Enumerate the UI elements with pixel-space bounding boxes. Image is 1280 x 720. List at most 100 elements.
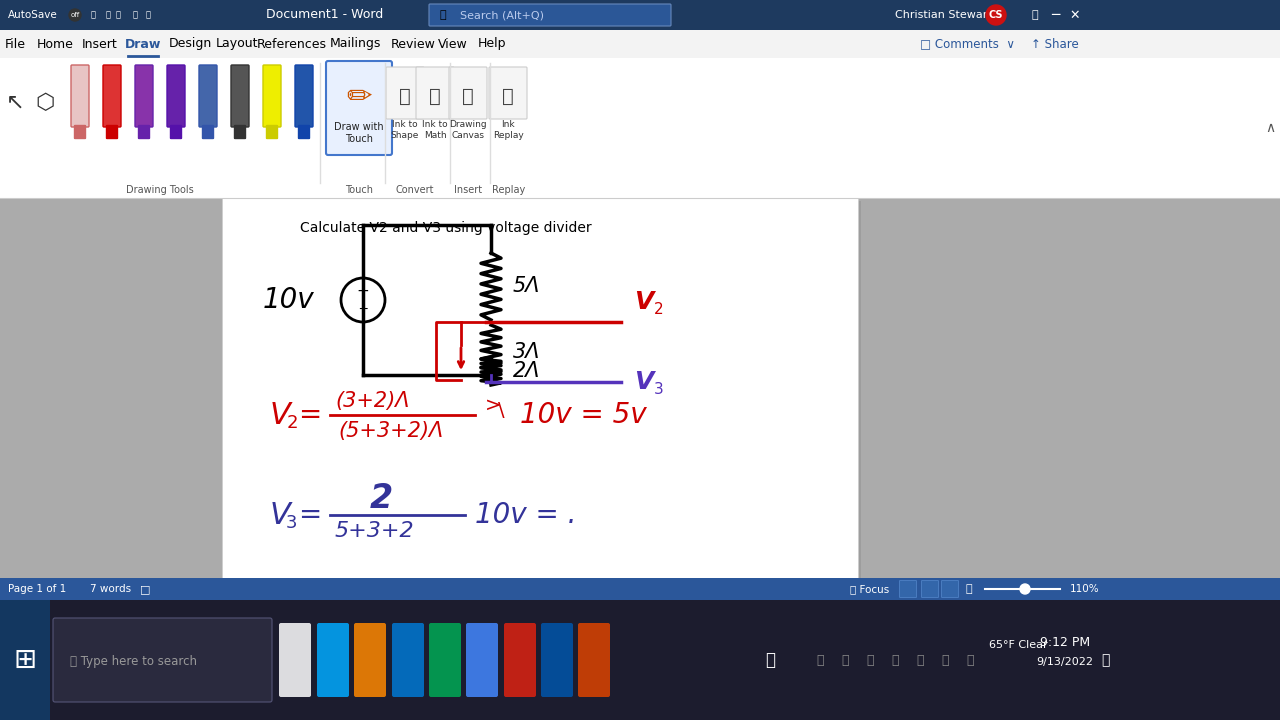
Text: ─: ─: [1051, 8, 1059, 22]
Text: Home: Home: [37, 37, 73, 50]
FancyBboxPatch shape: [541, 623, 573, 697]
Text: 65°F Clear: 65°F Clear: [988, 640, 1047, 650]
Text: Drawing
Canvas: Drawing Canvas: [449, 120, 486, 140]
Text: ✏: ✏: [347, 84, 371, 112]
Text: ⬜: ⬜: [916, 654, 924, 667]
Text: ⬜: ⬜: [462, 86, 474, 106]
FancyBboxPatch shape: [942, 580, 959, 598]
FancyBboxPatch shape: [221, 198, 858, 578]
FancyBboxPatch shape: [326, 61, 392, 155]
Text: ⬜: ⬜: [502, 86, 513, 106]
Text: 🌐: 🌐: [765, 651, 774, 669]
FancyBboxPatch shape: [170, 125, 182, 138]
Text: >: >: [485, 395, 502, 415]
Text: Page 1 of 1: Page 1 of 1: [8, 584, 67, 594]
Text: Design: Design: [169, 37, 211, 50]
Text: ⬜: ⬜: [966, 654, 974, 667]
Text: ⬜: ⬜: [841, 654, 849, 667]
FancyBboxPatch shape: [74, 125, 86, 138]
Text: Convert: Convert: [396, 185, 434, 195]
Text: ⬜: ⬜: [115, 11, 120, 19]
FancyBboxPatch shape: [262, 65, 282, 127]
Text: ↖: ↖: [5, 93, 24, 113]
FancyBboxPatch shape: [102, 65, 122, 127]
FancyBboxPatch shape: [0, 600, 1280, 720]
Text: Layout: Layout: [216, 37, 259, 50]
FancyBboxPatch shape: [0, 600, 50, 720]
Text: Christian Stewart: Christian Stewart: [895, 10, 992, 20]
Text: □ Comments  ∨: □ Comments ∨: [920, 37, 1015, 50]
Circle shape: [69, 9, 81, 21]
Text: 2Λ: 2Λ: [513, 361, 540, 381]
FancyBboxPatch shape: [294, 65, 314, 127]
FancyBboxPatch shape: [298, 125, 310, 138]
Text: ⬜: ⬜: [91, 11, 96, 19]
Text: \: \: [498, 400, 504, 420]
Text: =: =: [298, 501, 321, 529]
Text: +: +: [357, 284, 370, 300]
Text: File: File: [5, 37, 26, 50]
FancyBboxPatch shape: [449, 67, 486, 119]
Text: =: =: [298, 401, 321, 429]
Circle shape: [1020, 584, 1030, 594]
FancyBboxPatch shape: [0, 0, 1280, 30]
FancyBboxPatch shape: [230, 65, 250, 127]
Text: ⬜: ⬜: [891, 654, 899, 667]
Text: ⬜: ⬜: [105, 11, 110, 19]
FancyBboxPatch shape: [317, 623, 349, 697]
Text: Ink to
Math: Ink to Math: [422, 120, 448, 140]
Text: 🔍 Type here to search: 🔍 Type here to search: [70, 655, 197, 668]
FancyBboxPatch shape: [387, 67, 424, 119]
Text: ⬜: ⬜: [867, 654, 874, 667]
Text: 🔍 Focus: 🔍 Focus: [850, 584, 890, 594]
FancyBboxPatch shape: [429, 4, 671, 26]
Text: Insert: Insert: [454, 185, 483, 195]
Text: Ink
Replay: Ink Replay: [493, 120, 524, 140]
FancyBboxPatch shape: [225, 201, 861, 581]
FancyBboxPatch shape: [0, 58, 1280, 198]
Text: 3Λ: 3Λ: [513, 343, 540, 362]
Text: ⬜: ⬜: [399, 86, 411, 106]
FancyBboxPatch shape: [416, 67, 454, 119]
FancyBboxPatch shape: [0, 198, 1280, 578]
Text: Insert: Insert: [82, 37, 118, 50]
Text: ─: ─: [360, 302, 367, 315]
FancyBboxPatch shape: [70, 65, 90, 127]
Text: ⬜: ⬜: [941, 654, 948, 667]
Text: View: View: [438, 37, 468, 50]
FancyBboxPatch shape: [198, 65, 218, 127]
Circle shape: [986, 5, 1006, 25]
Text: 10v = 5v: 10v = 5v: [520, 401, 646, 429]
Text: Ink to
Shape: Ink to Shape: [390, 120, 419, 140]
FancyBboxPatch shape: [52, 618, 273, 702]
Text: 5Λ: 5Λ: [513, 276, 540, 297]
Text: AutoSave: AutoSave: [8, 10, 58, 20]
Text: ⬜: ⬜: [133, 11, 137, 19]
Text: Help: Help: [477, 37, 507, 50]
FancyBboxPatch shape: [579, 623, 611, 697]
FancyBboxPatch shape: [489, 67, 527, 119]
FancyBboxPatch shape: [134, 65, 154, 127]
FancyBboxPatch shape: [166, 65, 186, 127]
Text: 9/13/2022: 9/13/2022: [1037, 657, 1093, 667]
FancyBboxPatch shape: [202, 125, 214, 138]
Text: (3+2)Λ: (3+2)Λ: [335, 391, 410, 411]
Text: ⬡: ⬡: [36, 93, 55, 113]
Text: off: off: [70, 12, 79, 18]
Text: 2: 2: [654, 302, 663, 318]
FancyBboxPatch shape: [279, 623, 311, 697]
Text: ⬜: ⬜: [429, 86, 440, 106]
Text: 10v = .: 10v = .: [475, 501, 576, 529]
Text: □: □: [140, 584, 151, 594]
Text: Mailings: Mailings: [329, 37, 380, 50]
Text: Draw: Draw: [125, 37, 161, 50]
Text: V: V: [270, 500, 291, 529]
FancyBboxPatch shape: [504, 623, 536, 697]
FancyBboxPatch shape: [429, 623, 461, 697]
Text: V: V: [270, 400, 291, 430]
Text: 110%: 110%: [1070, 584, 1100, 594]
FancyBboxPatch shape: [466, 623, 498, 697]
Text: ⬜: ⬜: [1101, 653, 1110, 667]
Text: (5+3+2)Λ: (5+3+2)Λ: [338, 421, 443, 441]
FancyBboxPatch shape: [106, 125, 118, 138]
